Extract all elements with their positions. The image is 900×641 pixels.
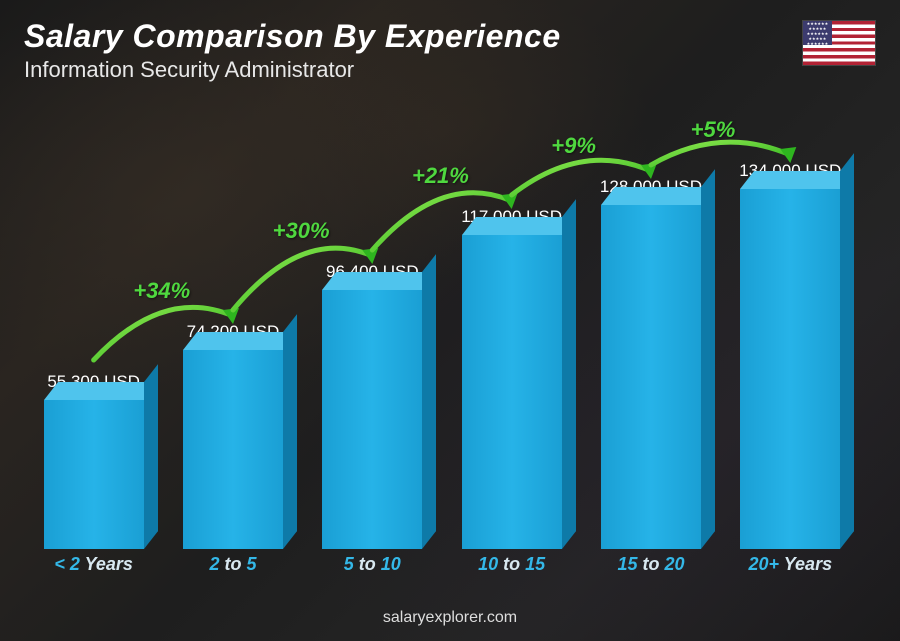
header: Salary Comparison By Experience Informat… bbox=[24, 18, 561, 83]
x-axis-label: 10 to 15 bbox=[452, 554, 572, 575]
chart-subtitle: Information Security Administrator bbox=[24, 57, 561, 83]
x-axis-label: < 2 Years bbox=[34, 554, 154, 575]
x-axis-label: 20+ Years bbox=[730, 554, 850, 575]
bar-group: 74,200 USD bbox=[173, 322, 293, 549]
x-axis-label: 2 to 5 bbox=[173, 554, 293, 575]
bars-row: 55,300 USD74,200 USD96,400 USD117,000 US… bbox=[24, 99, 860, 549]
bar-group: 96,400 USD bbox=[312, 262, 432, 549]
x-axis-label: 5 to 10 bbox=[312, 554, 432, 575]
bar-3d bbox=[183, 350, 283, 549]
bar-3d bbox=[322, 290, 422, 549]
us-flag-icon bbox=[802, 20, 876, 66]
x-axis-labels: < 2 Years 2 to 5 5 to 10 10 to 15 15 to 20 20… bbox=[24, 549, 860, 579]
bar-group: 117,000 USD bbox=[452, 207, 572, 549]
chart-area: 55,300 USD74,200 USD96,400 USD117,000 US… bbox=[24, 99, 860, 579]
bar-3d bbox=[601, 205, 701, 549]
bar-group: 128,000 USD bbox=[591, 177, 711, 549]
chart-title: Salary Comparison By Experience bbox=[24, 18, 561, 55]
footer-source: salaryexplorer.com bbox=[0, 609, 900, 627]
bar-group: 134,000 USD bbox=[730, 161, 850, 549]
bar-3d bbox=[462, 235, 562, 549]
bar-3d bbox=[44, 400, 144, 549]
bar-group: 55,300 USD bbox=[34, 372, 154, 549]
x-axis-label: 15 to 20 bbox=[591, 554, 711, 575]
bar-3d bbox=[740, 189, 840, 549]
chart-container: Salary Comparison By Experience Informat… bbox=[0, 0, 900, 641]
